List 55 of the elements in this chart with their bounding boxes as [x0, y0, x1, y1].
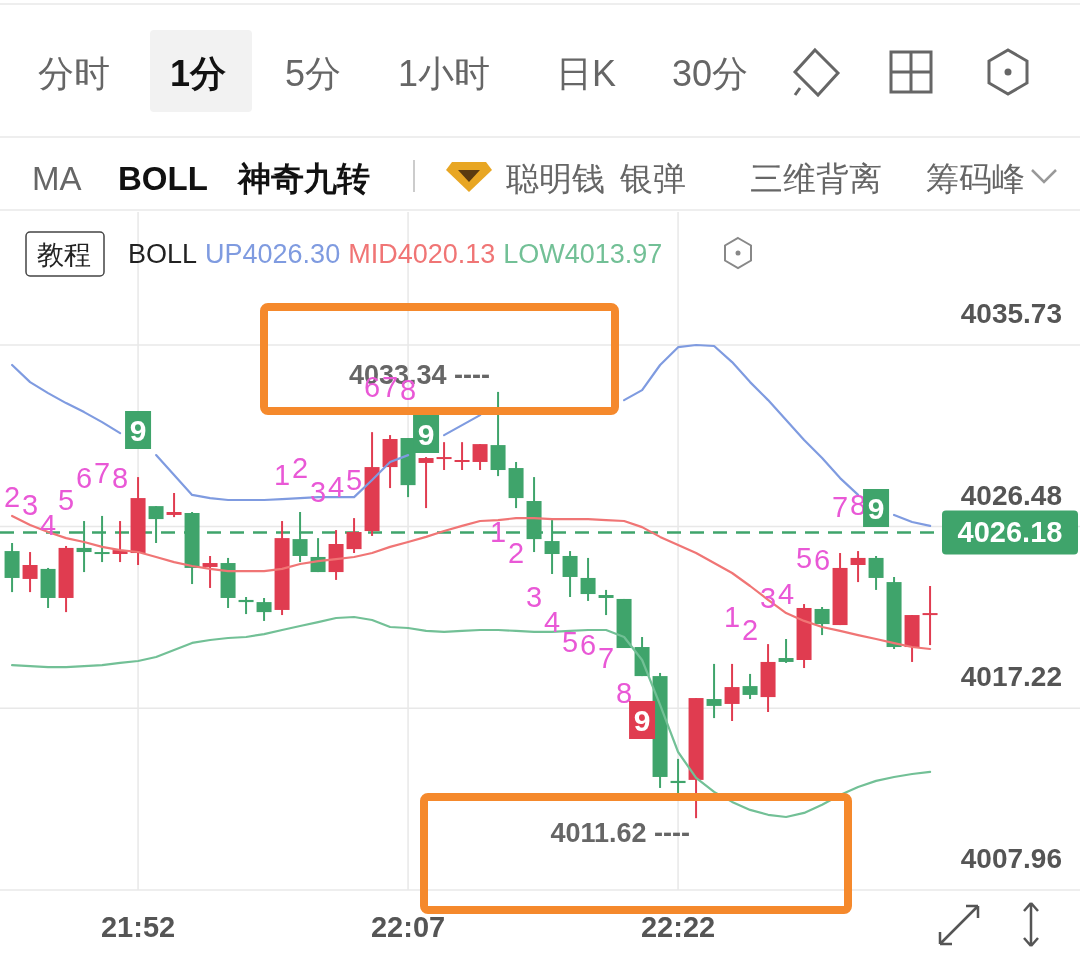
- text: MID4020.13: [348, 239, 496, 269]
- text: 30分: [672, 53, 749, 94]
- x-tick-label: 21:52: [100, 911, 176, 943]
- annotation: 1: [489, 516, 507, 548]
- annotation: 5: [561, 626, 579, 658]
- text: UP4026.30: [205, 239, 341, 269]
- annotation: 4: [543, 606, 561, 638]
- annotation: 4: [327, 471, 345, 503]
- legend-title: BOLL: [128, 239, 198, 269]
- y-tick-label: 4017.22: [960, 661, 1062, 693]
- annotation: 6: [75, 462, 93, 494]
- annotation: 4: [777, 578, 795, 610]
- annotation: 9: [417, 418, 435, 451]
- text: 1小时: [398, 53, 491, 94]
- annotation: 2: [507, 537, 525, 569]
- annotation: 7: [93, 457, 111, 489]
- text: LOW4013.97: [503, 239, 663, 269]
- text: 三维背离: [750, 160, 882, 197]
- annotation: 7: [831, 491, 849, 523]
- annotation: 3: [525, 581, 543, 613]
- text: 神奇九转: [236, 160, 370, 197]
- annotation: 8: [111, 462, 129, 494]
- annotation: 2: [741, 614, 759, 646]
- annotation: 1: [273, 459, 291, 491]
- text: 分时: [38, 53, 110, 94]
- text: MA: [32, 160, 82, 197]
- text: 聪明钱: [506, 160, 605, 197]
- annotation: 2: [3, 481, 21, 513]
- annotation: 3: [21, 489, 39, 521]
- text: 日K: [556, 53, 617, 94]
- annotation: 9: [633, 704, 651, 737]
- annotation: 2: [291, 452, 309, 484]
- text: 银弹: [619, 160, 686, 197]
- text: BOLL: [118, 160, 208, 197]
- annotation: 5: [57, 484, 75, 516]
- annotation: 9: [867, 492, 885, 525]
- annotation: 5: [345, 464, 363, 496]
- annotation: 7: [597, 642, 615, 674]
- y-tick-label: 4026.48: [960, 479, 1062, 511]
- y-tick-label: 4035.73: [960, 298, 1062, 329]
- x-tick-label: 22:22: [640, 911, 716, 943]
- annotation: 9: [129, 414, 147, 447]
- text: 筹码峰: [926, 160, 1025, 197]
- annotation: 8: [615, 677, 633, 709]
- x-tick-label: 22:07: [370, 911, 446, 943]
- text: 教程: [37, 240, 91, 270]
- annotation: 6: [579, 629, 597, 661]
- annotation: 5: [795, 542, 813, 574]
- annotation: 6: [813, 544, 831, 576]
- y-tick-label: 4007.96: [960, 843, 1062, 874]
- annotation: 4011.62 ----: [550, 818, 690, 848]
- text: 5分: [285, 53, 342, 94]
- text: 1分: [170, 53, 227, 94]
- ref-line-label: 4026.18: [957, 516, 1063, 549]
- annotation: 1: [723, 601, 741, 633]
